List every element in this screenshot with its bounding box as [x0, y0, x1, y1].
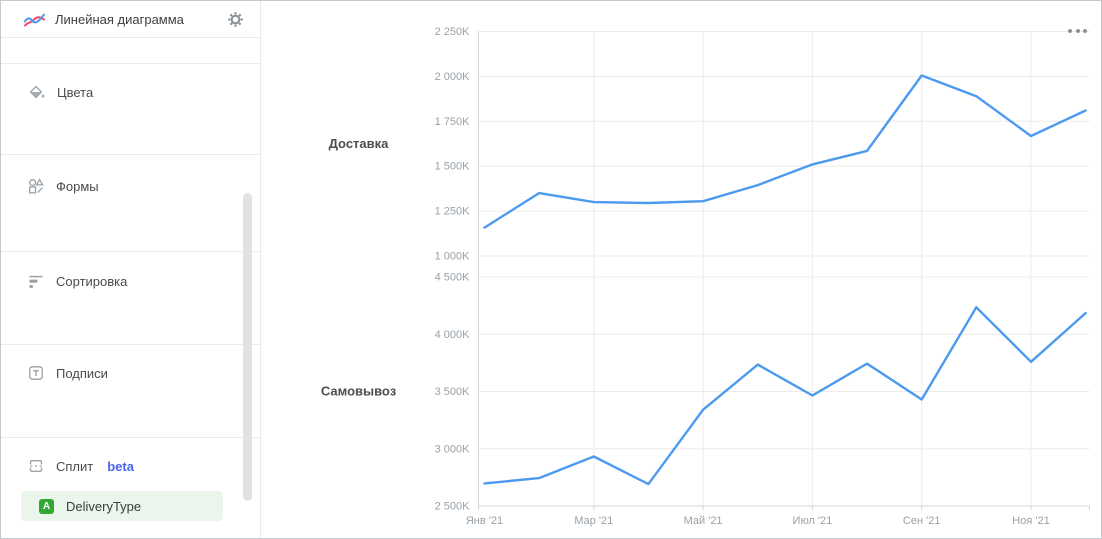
section-divider [1, 251, 260, 252]
y-tick-label: 3 000K [435, 443, 471, 455]
page-title: Линейная диаграмма [55, 11, 184, 27]
y-tick-label: 2 500K [435, 501, 471, 513]
settings-sidebar: Линейная диаграмма [1, 1, 261, 538]
y-tick-label: 4 000K [435, 329, 471, 341]
x-tick-label: Мар '21 [574, 515, 613, 527]
paint-bucket-icon [28, 84, 45, 100]
line-chart-icon [24, 11, 45, 28]
text-label-icon [28, 365, 44, 381]
y-tick-label: 4 500K [435, 272, 471, 284]
split-icon [28, 458, 44, 474]
section-divider [1, 437, 260, 438]
split-field-chip[interactable]: A DeliveryType [21, 491, 223, 521]
section-divider [1, 154, 260, 155]
beta-badge: beta [107, 458, 134, 474]
y-tick-label: 2 000K [435, 71, 471, 83]
gear-icon[interactable] [225, 9, 246, 30]
y-tick-label: 3 500K [435, 386, 471, 398]
sidebar-scrollbar[interactable] [243, 193, 252, 501]
sidebar-item-split[interactable]: Сплит beta [28, 456, 134, 476]
sidebar-item-label: Подписи [56, 365, 108, 381]
ellipsis-icon[interactable] [1065, 26, 1090, 36]
y-tick-label: 1 500K [435, 161, 471, 173]
series-line-Самовывоз [483, 306, 1087, 486]
sidebar-item-label: Цвета [57, 84, 94, 100]
section-divider [1, 344, 260, 345]
panel-title: Самовывоз [321, 384, 397, 399]
y-tick-label: 2 250K [435, 26, 471, 38]
y-tick-label: 1 250K [435, 206, 471, 218]
sidebar-item-sorting[interactable]: Сортировка [28, 271, 127, 291]
sidebar-item-shapes[interactable]: Формы [28, 176, 99, 196]
sidebar-item-label: Сплит [56, 458, 94, 474]
sidebar-item-label: Формы [56, 178, 99, 194]
series-line-Доставка [483, 74, 1087, 229]
x-tick-label: Июл '21 [793, 515, 833, 527]
x-tick-label: Янв '21 [466, 515, 503, 527]
sidebar-item-label: Сортировка [56, 273, 128, 289]
shapes-icon [28, 178, 44, 194]
sidebar-item-labels[interactable]: Подписи [28, 363, 108, 383]
dimension-type-badge: A [39, 498, 54, 514]
x-tick-label: Сен '21 [903, 515, 941, 527]
y-tick-label: 1 000K [435, 251, 471, 263]
chart-pane: 2 250K 2 000K 1 750K 1 500K 1 250K 1 000K Дост… [261, 1, 1101, 538]
sidebar-header: Линейная диаграмма [1, 1, 260, 38]
x-tick-label: Ноя '21 [1012, 515, 1049, 527]
split-line-chart: 2 250K 2 000K 1 750K 1 500K 1 250K 1 000K Дост… [321, 26, 1090, 527]
y-tick-label: 1 750K [435, 116, 471, 128]
panel-title: Доставка [329, 136, 390, 151]
split-field-name: DeliveryType [66, 498, 142, 514]
x-tick-label: Май '21 [684, 515, 723, 527]
sort-icon [28, 273, 44, 289]
sidebar-item-colors[interactable]: Цвета [28, 82, 93, 102]
section-divider [1, 63, 260, 64]
